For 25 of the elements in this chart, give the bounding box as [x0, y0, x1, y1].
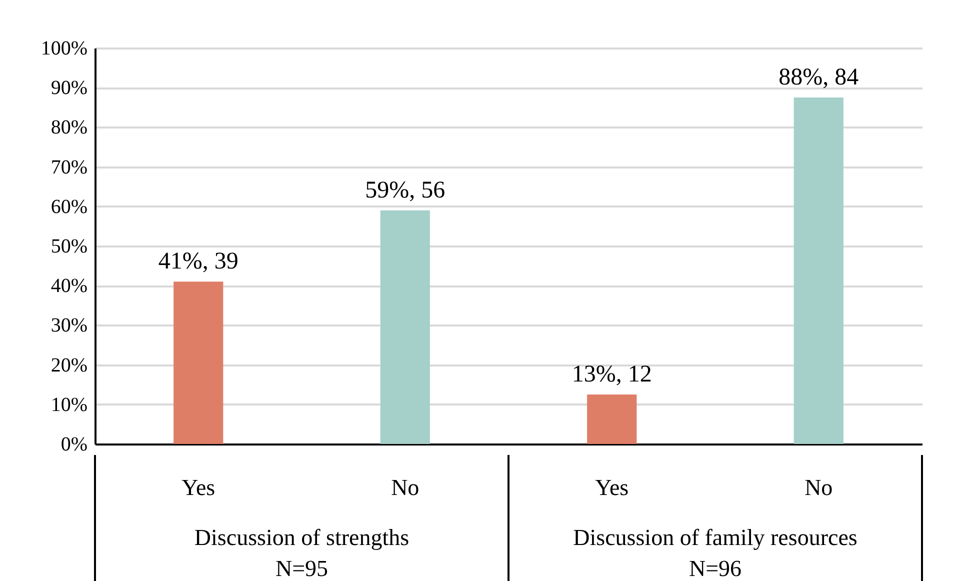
data-label: 13%, 12: [572, 362, 652, 388]
bar: [587, 394, 637, 444]
y-tick-label: 50%: [50, 236, 88, 258]
x-tick-label: Yes: [182, 475, 216, 500]
y-tick-label: 10%: [50, 394, 88, 416]
data-label: 41%, 39: [158, 248, 238, 275]
data-label: 88%, 84: [778, 64, 859, 90]
y-tick-label: 20%: [50, 354, 88, 376]
y-tick-label: 0%: [60, 434, 88, 456]
y-tick-label: 90%: [50, 77, 88, 100]
data-label: 59%, 56: [365, 177, 446, 204]
bar: [794, 98, 844, 444]
y-tick-label: 60%: [50, 196, 88, 218]
bar: [174, 282, 224, 444]
bar: [380, 210, 430, 444]
y-tick-label: 30%: [50, 314, 88, 337]
x-tick-label: No: [391, 475, 420, 500]
y-tick-label: 100%: [40, 38, 88, 60]
x-tick-label: Yes: [595, 475, 629, 500]
y-tick-label: 70%: [50, 156, 88, 178]
y-tick-label: 80%: [50, 116, 88, 139]
text: Discussion of strengths N=95: [194, 525, 410, 581]
x-tick-label: No: [804, 475, 833, 500]
text: Discussion of family resources N=96: [573, 525, 858, 581]
y-tick-label: 40%: [50, 275, 88, 298]
